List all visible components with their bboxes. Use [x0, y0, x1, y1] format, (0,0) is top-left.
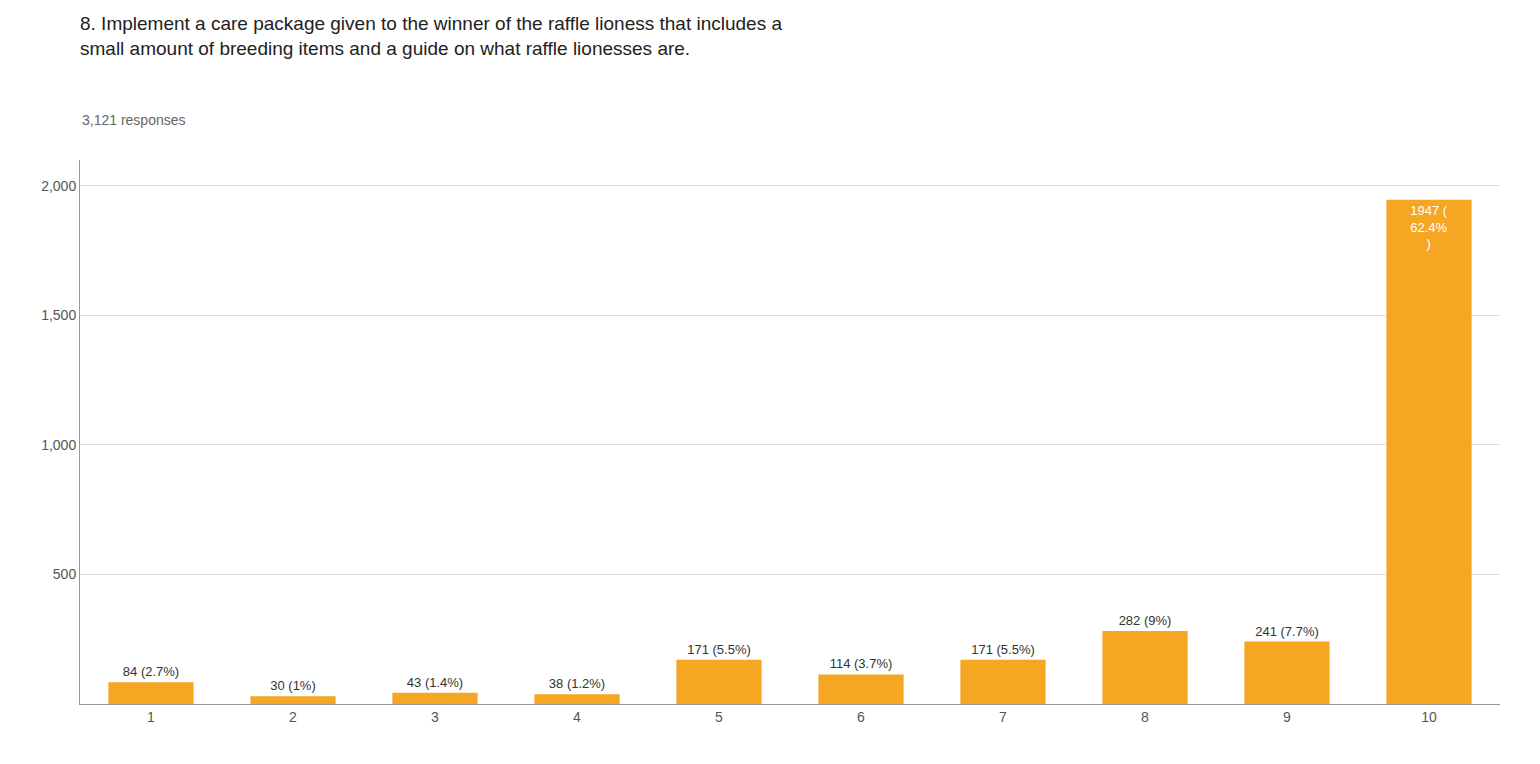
- svg-text:2: 2: [289, 709, 297, 725]
- svg-text:3: 3: [431, 709, 439, 725]
- svg-text:3,121 responses: 3,121 responses: [82, 112, 186, 128]
- svg-text:282 (9%): 282 (9%): [1119, 613, 1172, 628]
- svg-text:43 (1.4%): 43 (1.4%): [407, 675, 463, 690]
- svg-text:1,000: 1,000: [41, 437, 76, 453]
- svg-text:171 (5.5%): 171 (5.5%): [971, 642, 1035, 657]
- svg-text:10: 10: [1421, 709, 1437, 725]
- svg-text:6: 6: [857, 709, 865, 725]
- svg-text:4: 4: [573, 709, 581, 725]
- svg-text:171 (5.5%): 171 (5.5%): [687, 642, 751, 657]
- svg-text:1947 (62.4%): 1947 (62.4%): [1410, 203, 1448, 252]
- svg-text:1: 1: [147, 709, 155, 725]
- svg-text:2,000: 2,000: [41, 178, 76, 194]
- svg-text:500: 500: [53, 566, 77, 582]
- svg-text:38 (1.2%): 38 (1.2%): [549, 676, 605, 691]
- svg-text:9: 9: [1283, 709, 1291, 725]
- svg-text:7: 7: [999, 709, 1007, 725]
- svg-text:30 (1%): 30 (1%): [270, 678, 316, 693]
- svg-text:8. Implement a care package gi: 8. Implement a care package given to the…: [80, 13, 782, 59]
- svg-text:5: 5: [715, 709, 723, 725]
- svg-text:84 (2.7%): 84 (2.7%): [123, 664, 179, 679]
- svg-text:114 (3.7%): 114 (3.7%): [830, 656, 893, 671]
- svg-text:241 (7.7%): 241 (7.7%): [1255, 624, 1319, 639]
- svg-text:1,500: 1,500: [41, 307, 76, 323]
- svg-text:8: 8: [1141, 709, 1149, 725]
